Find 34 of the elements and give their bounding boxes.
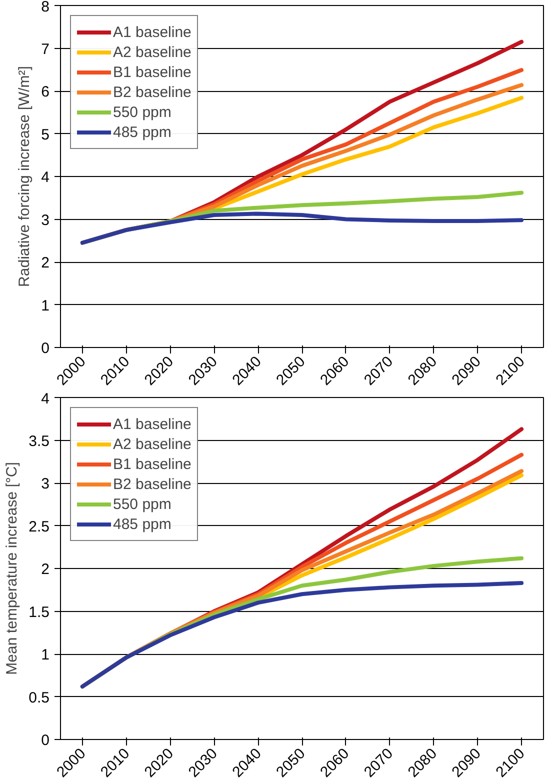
y-tick-label: 7: [41, 40, 50, 58]
legend-label: 550 ppm: [113, 495, 172, 513]
y-tick-label: 4: [41, 390, 50, 408]
legend-label: A1 baseline: [113, 23, 192, 41]
line-series: [80, 581, 524, 688]
y-tick-label: 2.5: [28, 518, 50, 536]
y-tick-label: 1.5: [28, 604, 50, 621]
y-tick-label: 0.5: [28, 689, 50, 706]
legend-label: A2 baseline: [113, 435, 192, 453]
y-tick-label: 6: [41, 84, 50, 100]
y-axis-title: Radiative forcing increase [W/m²]: [16, 66, 34, 287]
legend-label: A2 baseline: [113, 43, 192, 61]
y-tick-label: 5: [41, 126, 50, 144]
y-tick-label: 2: [41, 254, 50, 272]
legend-label: B2 baseline: [113, 83, 192, 101]
line-series: [80, 212, 524, 245]
y-tick-label: 3.5: [28, 432, 50, 450]
legend-label: B2 baseline: [113, 475, 192, 493]
legend-label: 485 ppm: [113, 123, 172, 141]
legend-label: A1 baseline: [113, 415, 192, 433]
y-tick-label: 3: [41, 212, 50, 229]
legend-label: B1 baseline: [113, 455, 192, 473]
y-tick-label: 0: [41, 732, 50, 749]
legend-label: 485 ppm: [113, 515, 172, 533]
legend-label: B1 baseline: [113, 63, 192, 81]
legend-label: 550 ppm: [113, 103, 172, 121]
y-tick-label: 2: [41, 561, 50, 578]
y-tick-label: 1: [41, 646, 50, 664]
y-axis-title: Mean temperature increase [°C]: [4, 462, 21, 675]
y-tick-label: 3: [41, 476, 50, 492]
y-tick-label: 0: [41, 340, 50, 357]
y-tick-label: 4: [41, 169, 50, 186]
y-tick-label: 1: [41, 297, 50, 314]
y-tick-label: 8: [41, 0, 50, 16]
